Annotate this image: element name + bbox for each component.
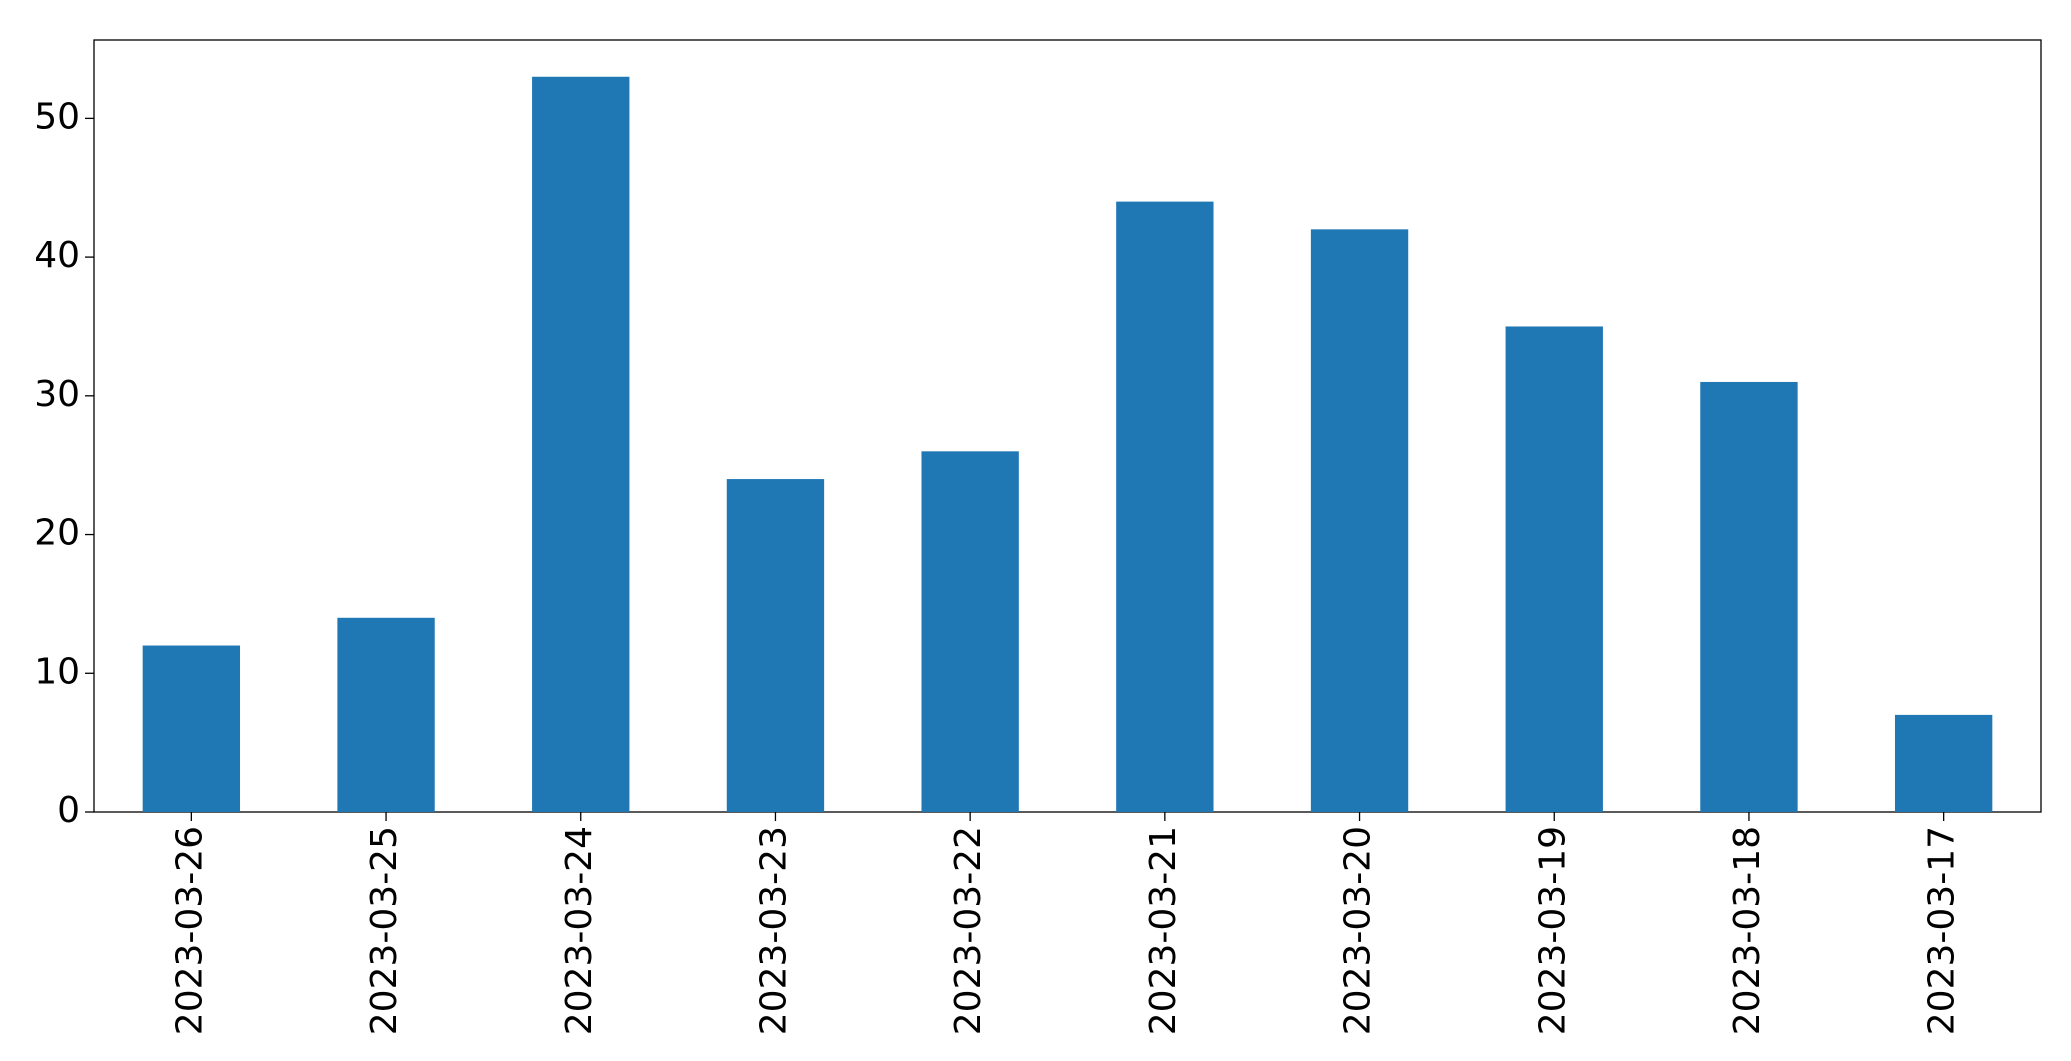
x-tick-label: 2023-03-22	[948, 826, 989, 1035]
bar	[1310, 229, 1409, 812]
x-tick-label: 2023-03-25	[364, 826, 405, 1035]
bar	[1894, 714, 1993, 812]
x-tick-label: 2023-03-23	[753, 826, 794, 1035]
bar	[726, 479, 825, 812]
x-tick-label: 2023-03-26	[169, 826, 210, 1035]
x-tick-label: 2023-03-21	[1143, 826, 1184, 1035]
x-tick-label: 2023-03-19	[1532, 826, 1573, 1035]
x-tick-label: 2023-03-17	[1922, 826, 1963, 1035]
plot-frame	[93, 39, 2042, 813]
bar	[532, 76, 630, 812]
y-tick-label: 20	[34, 513, 80, 554]
bar	[1116, 201, 1214, 813]
x-tick-label: 2023-03-20	[1338, 826, 1379, 1035]
x-tick-label: 2023-03-24	[559, 826, 600, 1035]
bar	[1505, 326, 1603, 812]
y-tick-label: 50	[34, 96, 80, 137]
x-tick-label: 2023-03-18	[1727, 826, 1768, 1035]
bar	[1700, 381, 1798, 812]
y-tick-label: 10	[34, 651, 80, 692]
y-tick-label: 30	[34, 374, 80, 415]
bar	[142, 645, 241, 812]
y-tick-label: 40	[34, 235, 80, 276]
bar	[921, 451, 1019, 812]
y-tick-label: 0	[57, 790, 80, 831]
bar	[337, 617, 435, 812]
